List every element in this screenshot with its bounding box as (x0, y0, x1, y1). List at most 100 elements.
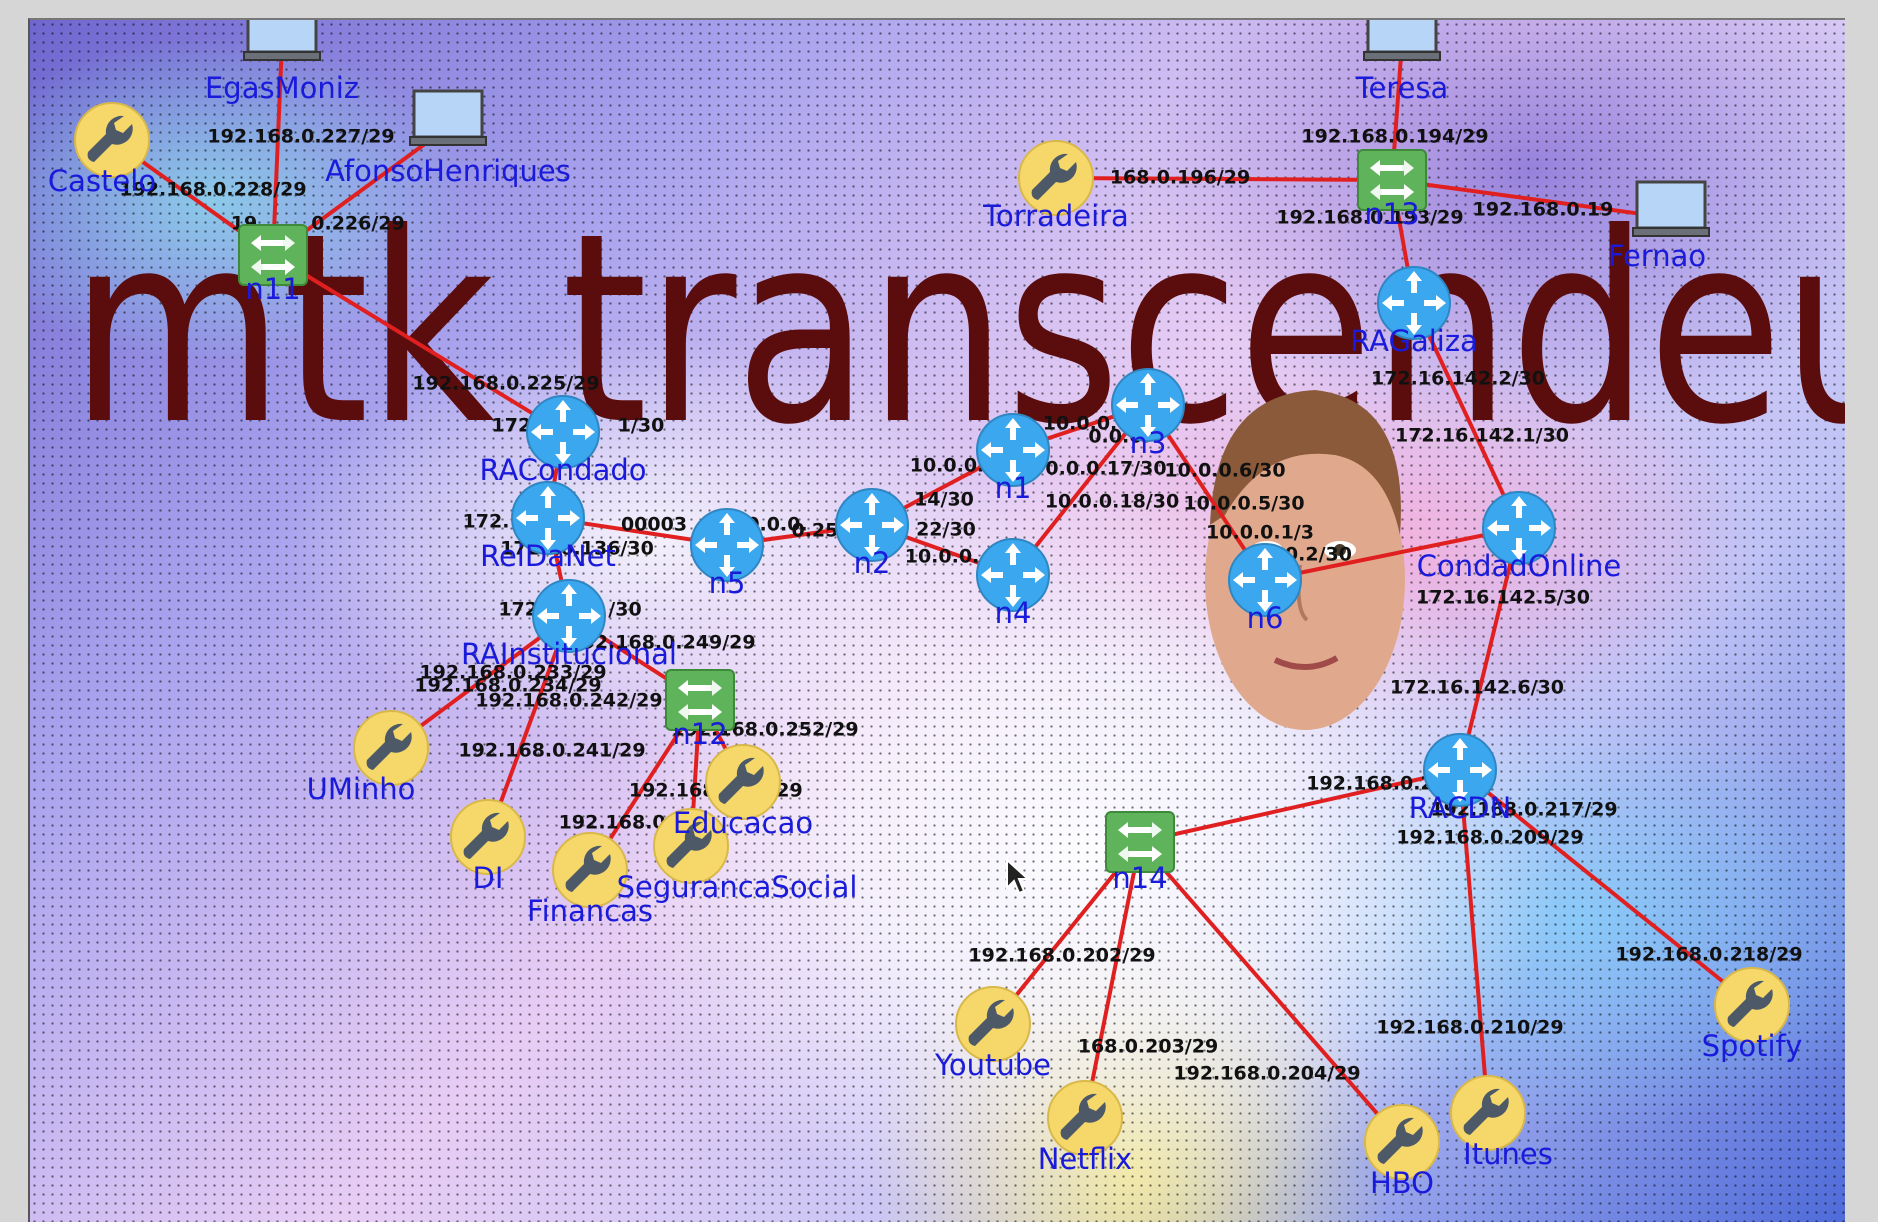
address-label: 10.0.0.18/30 (1044, 490, 1180, 513)
router-icon (1420, 730, 1500, 810)
router-icon (687, 505, 767, 585)
node-Castelo[interactable] (72, 100, 152, 180)
address-label: 172.16.142.1/30 (1394, 424, 1570, 447)
node-SegurancaSocial[interactable] (651, 806, 731, 886)
node-Spotify[interactable] (1712, 965, 1792, 1045)
node-label-CondadOnline: CondadOnline (1416, 549, 1622, 583)
link-RACDN-Itunes[interactable] (1458, 769, 1490, 1114)
wrench-icon (1016, 138, 1096, 218)
node-label-n6: n6 (1246, 601, 1284, 635)
router-icon (1108, 365, 1188, 445)
address-label: 192.168.0.2 (1306, 772, 1434, 795)
node-EgasMoniz[interactable] (242, 20, 322, 82)
link-CondadOnline-RACDN[interactable] (1458, 527, 1521, 771)
link-n11-RACondado[interactable] (271, 253, 565, 434)
node-n3[interactable] (1108, 365, 1188, 445)
node-n5[interactable] (687, 505, 767, 585)
address-label: 192.168.0.218/29 (1615, 943, 1803, 966)
address-label: 192.168.0.233/29 (419, 661, 607, 684)
node-CondadOnline[interactable] (1479, 488, 1559, 568)
node-Teresa[interactable] (1362, 20, 1442, 82)
link-n14-Netflix[interactable] (1083, 841, 1142, 1119)
address-label: 192.168.0.210/29 (1376, 1016, 1564, 1039)
node-RACondado[interactable] (523, 392, 603, 472)
pc-icon (408, 87, 488, 167)
node-label-DI: DI (472, 861, 504, 895)
node-RAGaliza[interactable] (1374, 263, 1454, 343)
address-label: 172.16.142.6/30 (1389, 676, 1565, 699)
node-RACDN[interactable] (1420, 730, 1500, 810)
link-n14-HBO[interactable] (1138, 840, 1404, 1144)
node-Itunes[interactable] (1448, 1073, 1528, 1153)
address-label: 192.168.0.242/29 (475, 689, 663, 712)
address-label: 192.168.0.217/29 (1430, 798, 1618, 821)
node-RAInstitucional[interactable] (529, 576, 609, 656)
network-canvas[interactable]: mtk transcendeu 192.168.0.227/29 192.168.… (28, 18, 1845, 1222)
node-Youtube[interactable] (953, 984, 1033, 1064)
node-n1[interactable] (973, 410, 1053, 490)
node-label-n13: n13 (1364, 197, 1420, 231)
link-n13-Fernao[interactable] (1391, 178, 1672, 220)
address-label: 192.168.0.241/29 (458, 739, 646, 762)
link-n6-CondadOnline[interactable] (1264, 526, 1520, 582)
router-icon (1374, 263, 1454, 343)
node-Torradeira[interactable] (1016, 138, 1096, 218)
wrench-icon (1712, 965, 1792, 1045)
link-RAInstitucional-DI[interactable] (486, 615, 571, 838)
node-n12[interactable] (660, 660, 740, 740)
router-icon (832, 485, 912, 565)
node-n6[interactable] (1225, 540, 1305, 620)
node-Educacao[interactable] (703, 742, 783, 822)
node-label-SegurancaSocial: SegurancaSocial (616, 870, 858, 904)
link-RACDN-Spotify[interactable] (1458, 768, 1754, 1007)
pc-icon (1362, 20, 1442, 82)
node-label-ReiDaNet: ReiDaNet (480, 539, 616, 573)
node-Fernao[interactable] (1631, 178, 1711, 258)
node-label-Fernao: Fernao (1607, 239, 1707, 273)
node-label-Itunes: Itunes (1463, 1137, 1553, 1171)
node-UMinho[interactable] (351, 708, 431, 788)
node-label-AfonsoHenriques: AfonsoHenriques (325, 154, 571, 188)
node-label-n1: n1 (994, 471, 1032, 505)
wrench-icon (550, 830, 630, 910)
node-label-RACondado: RACondado (479, 453, 647, 487)
address-label: 192.168.0.225/29 (412, 372, 600, 395)
link-RAGaliza-CondadOnline[interactable] (1412, 302, 1521, 529)
node-label-n4: n4 (994, 596, 1032, 630)
node-Netflix[interactable] (1045, 1078, 1125, 1158)
address-label: 10.0.0.6/30 (1164, 459, 1286, 482)
node-n4[interactable] (973, 535, 1053, 615)
link-Torradeira-n13[interactable] (1055, 176, 1393, 182)
node-AfonsoHenriques[interactable] (408, 87, 488, 167)
node-label-RACDN: RACDN (1408, 791, 1512, 825)
wrench-icon (1362, 1102, 1442, 1182)
address-label: 192.168.0.19 (1472, 198, 1614, 221)
address-label: 172. (462, 510, 510, 533)
pc-icon (242, 20, 322, 82)
switch-icon (1352, 140, 1432, 220)
node-n13[interactable] (1352, 140, 1432, 220)
address-label: 10.0.0.1/3 (1206, 521, 1314, 544)
link-RACDN-n14[interactable] (1139, 768, 1461, 844)
address-label: 10.0.0. (909, 454, 985, 477)
link-EgasMoniz-n11[interactable] (271, 41, 284, 256)
wrench-icon (72, 100, 152, 180)
node-ReiDaNet[interactable] (508, 478, 588, 558)
wrench-icon (1448, 1073, 1528, 1153)
address-label: /30 (608, 598, 642, 621)
node-HBO[interactable] (1362, 1102, 1442, 1182)
address-label: 00003 (620, 513, 688, 536)
address-label: 10.0.0. (904, 545, 980, 568)
node-n2[interactable] (832, 485, 912, 565)
address-label: 192.168.0.209/29 (1396, 826, 1584, 849)
node-n11[interactable] (233, 215, 313, 295)
node-label-Spotify: Spotify (1701, 1029, 1803, 1063)
node-Financas[interactable] (550, 830, 630, 910)
address-label: 10.0.0.5/30 (1183, 492, 1305, 515)
router-icon (1225, 540, 1305, 620)
pc-icon (1631, 178, 1711, 258)
node-n14[interactable] (1100, 802, 1180, 882)
node-DI[interactable] (448, 797, 528, 877)
node-label-EgasMoniz: EgasMoniz (204, 71, 360, 105)
switch-icon (233, 215, 313, 295)
